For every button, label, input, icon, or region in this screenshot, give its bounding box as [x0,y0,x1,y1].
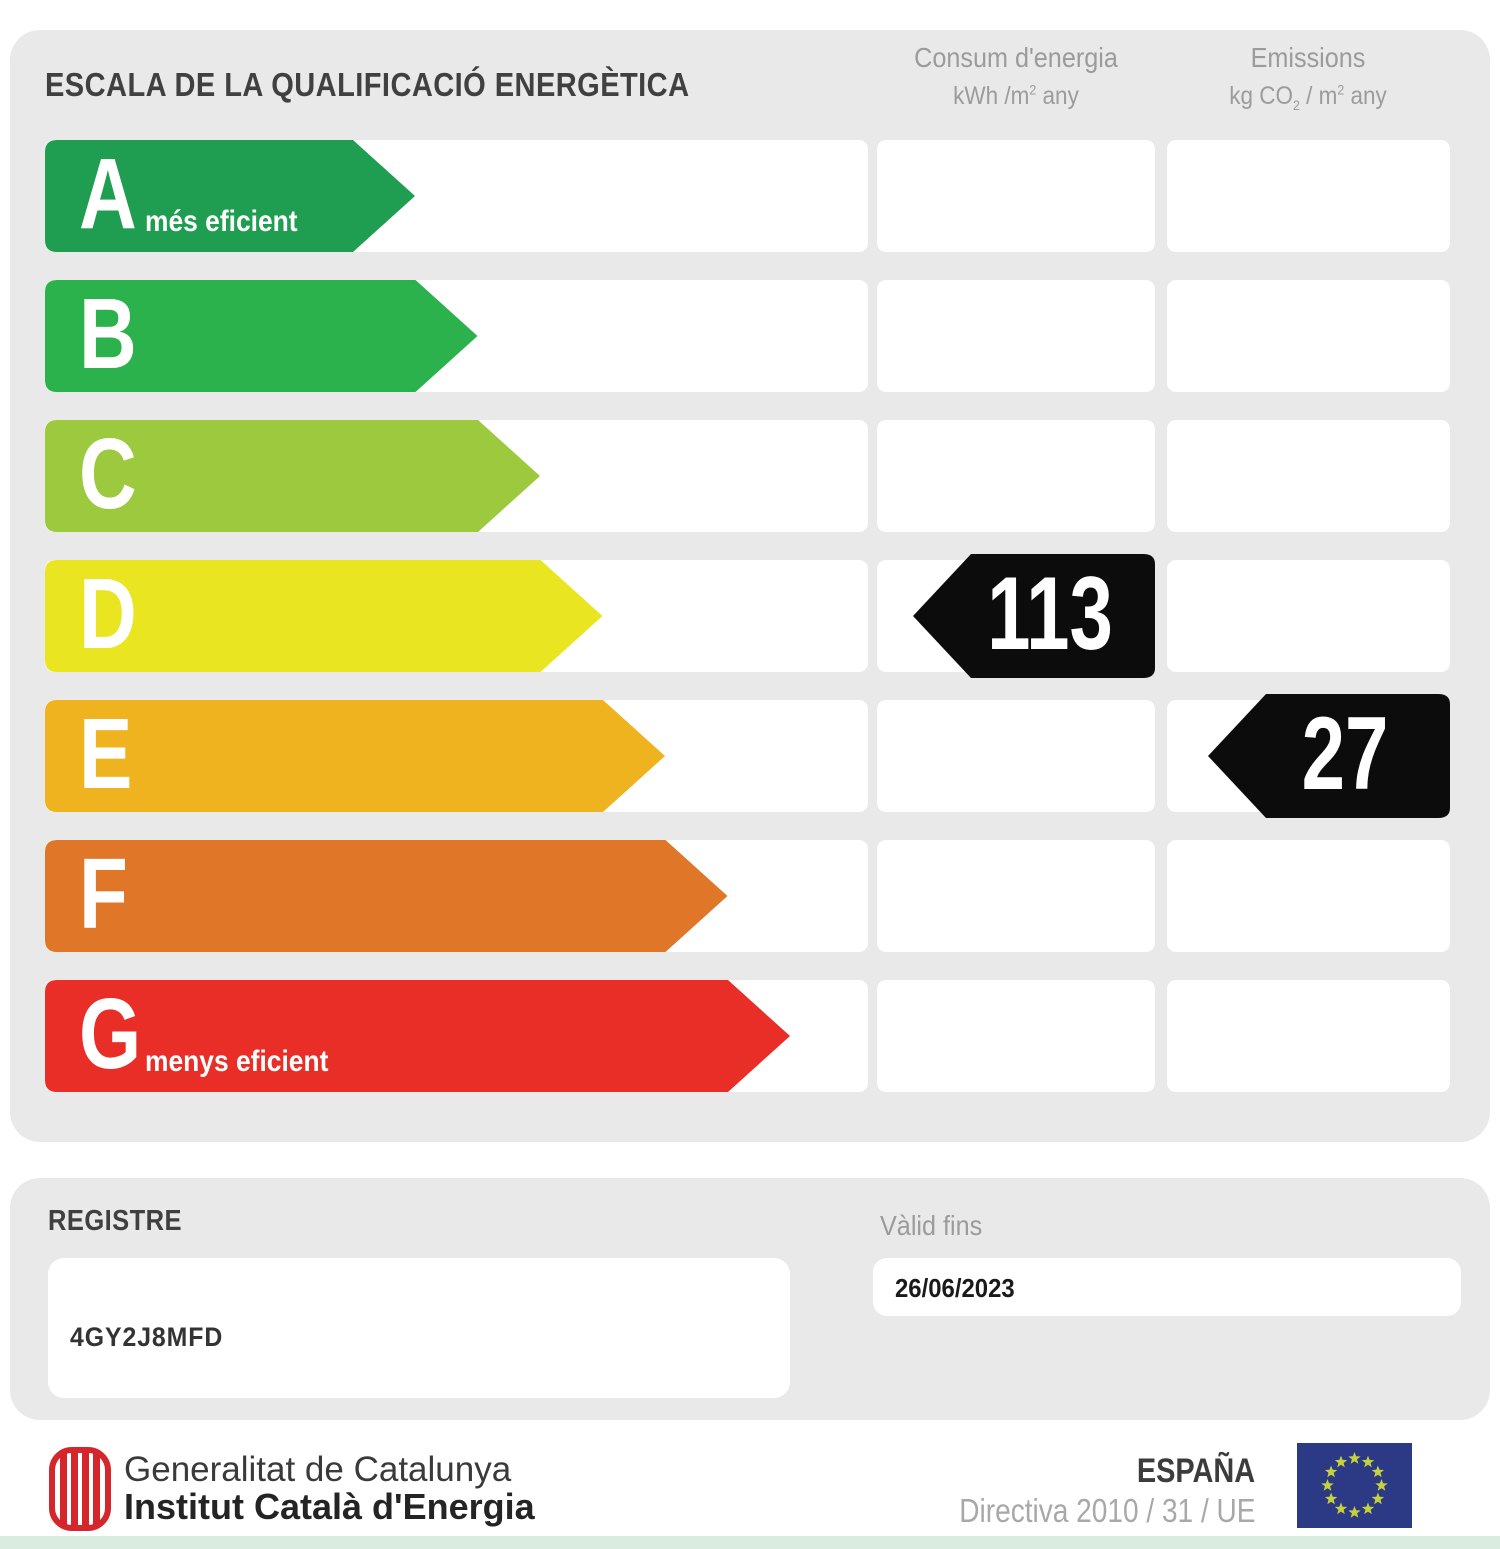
org-institute: Institut Català d'Energia [124,1486,535,1527]
scale-cell: F [45,840,868,952]
scale-cell: C [45,420,868,532]
emissions-cell [1167,280,1450,392]
rating-letter: B [79,278,137,390]
valid-until-label: Vàlid fins [880,1210,983,1241]
scale-panel: ESCALA DE LA QUALIFICACIÓ ENERGÈTICA Con… [10,30,1490,1142]
consumption-value-arrow: 113 [913,554,1155,678]
rating-note: més eficient [145,205,298,238]
rating-arrow-e [45,700,665,812]
consumption-cell [877,700,1155,812]
rating-row-g: G menys eficient [45,980,1450,1092]
emissions-cell [1167,420,1450,532]
rating-letter: A [79,138,137,250]
emissions-cell [1167,840,1450,952]
generalitat-logo-icon [49,1447,111,1531]
rating-arrow-c [45,420,540,532]
rating-row-f: F [45,840,1450,952]
valid-until-value: 26/06/2023 [895,1273,1015,1303]
rating-letter: D [79,558,137,670]
consumption-cell [877,280,1155,392]
rating-arrow-d [45,560,603,672]
scale-cell: G menys eficient [45,980,868,1092]
rating-letter: E [79,698,133,810]
emissions-header-title: Emissions [1250,42,1366,73]
registre-label: REGISTRE [48,1205,182,1237]
rating-row-e: E 27 [45,694,1450,818]
indicator-value: 27 [1301,696,1389,812]
rating-arrow-f [45,840,728,952]
registre-panel: REGISTRE 4GY2J8MFD Vàlid fins 26/06/2023 [10,1178,1490,1420]
consumption-cell [877,140,1155,252]
rating-grid: A més eficient B C D 113 [45,30,1450,1142]
emissions-cell [1167,560,1450,672]
rating-arrow-b [45,280,478,392]
emissions-arrow-shape [1208,694,1450,818]
scale-cell: A més eficient [45,140,868,252]
scale-cell: D [45,560,868,672]
valid-until-box: 26/06/2023 [873,1258,1461,1316]
emissions-value-arrow: 27 [1208,694,1450,818]
consumption-cell [877,980,1155,1092]
scale-title: ESCALA DE LA QUALIFICACIÓ ENERGÈTICA [45,66,690,103]
registre-value: 4GY2J8MFD [70,1322,224,1352]
bottom-strip [0,1536,1500,1549]
consumption-cell: 113 [877,554,1155,678]
rating-row-b: B [45,280,1450,392]
rating-arrow-g [45,980,790,1092]
scale-cell: E [45,700,868,812]
emissions-cell [1167,140,1450,252]
emissions-header-units: kg CO2 / m2 any [1229,82,1387,113]
directive-label: Directiva 2010 / 31 / UE [958,1492,1255,1529]
scale-cell: B [45,280,868,392]
emissions-cell [1167,980,1450,1092]
consumption-column-header: Consum d'energia kWh /m2 any [816,42,1216,111]
rating-note: menys eficient [145,1045,329,1078]
rating-row-a: A més eficient [45,140,1450,252]
rating-row-c: C [45,420,1450,532]
consumption-header-title: Consum d'energia [914,42,1118,73]
org-name: Generalitat de Catalunya [124,1450,512,1489]
consumption-cell [877,420,1155,532]
consumption-header-units: kWh /m2 any [953,82,1079,110]
indicator-value: 113 [987,556,1113,672]
rating-letter: G [79,978,142,1090]
emissions-column-header: Emissions kg CO2 / m2 any [1108,42,1500,113]
registre-box: 4GY2J8MFD [48,1258,790,1398]
rating-arrow-a [45,140,415,252]
eu-flag-icon [1297,1443,1412,1528]
rating-letter: F [79,838,128,950]
emissions-cell: 27 [1167,694,1450,818]
rating-row-d: D 113 [45,554,1450,678]
consumption-arrow-shape [913,554,1155,678]
consumption-cell [877,840,1155,952]
country-label: ESPAÑA [1136,1452,1255,1490]
rating-letter: C [79,418,137,530]
